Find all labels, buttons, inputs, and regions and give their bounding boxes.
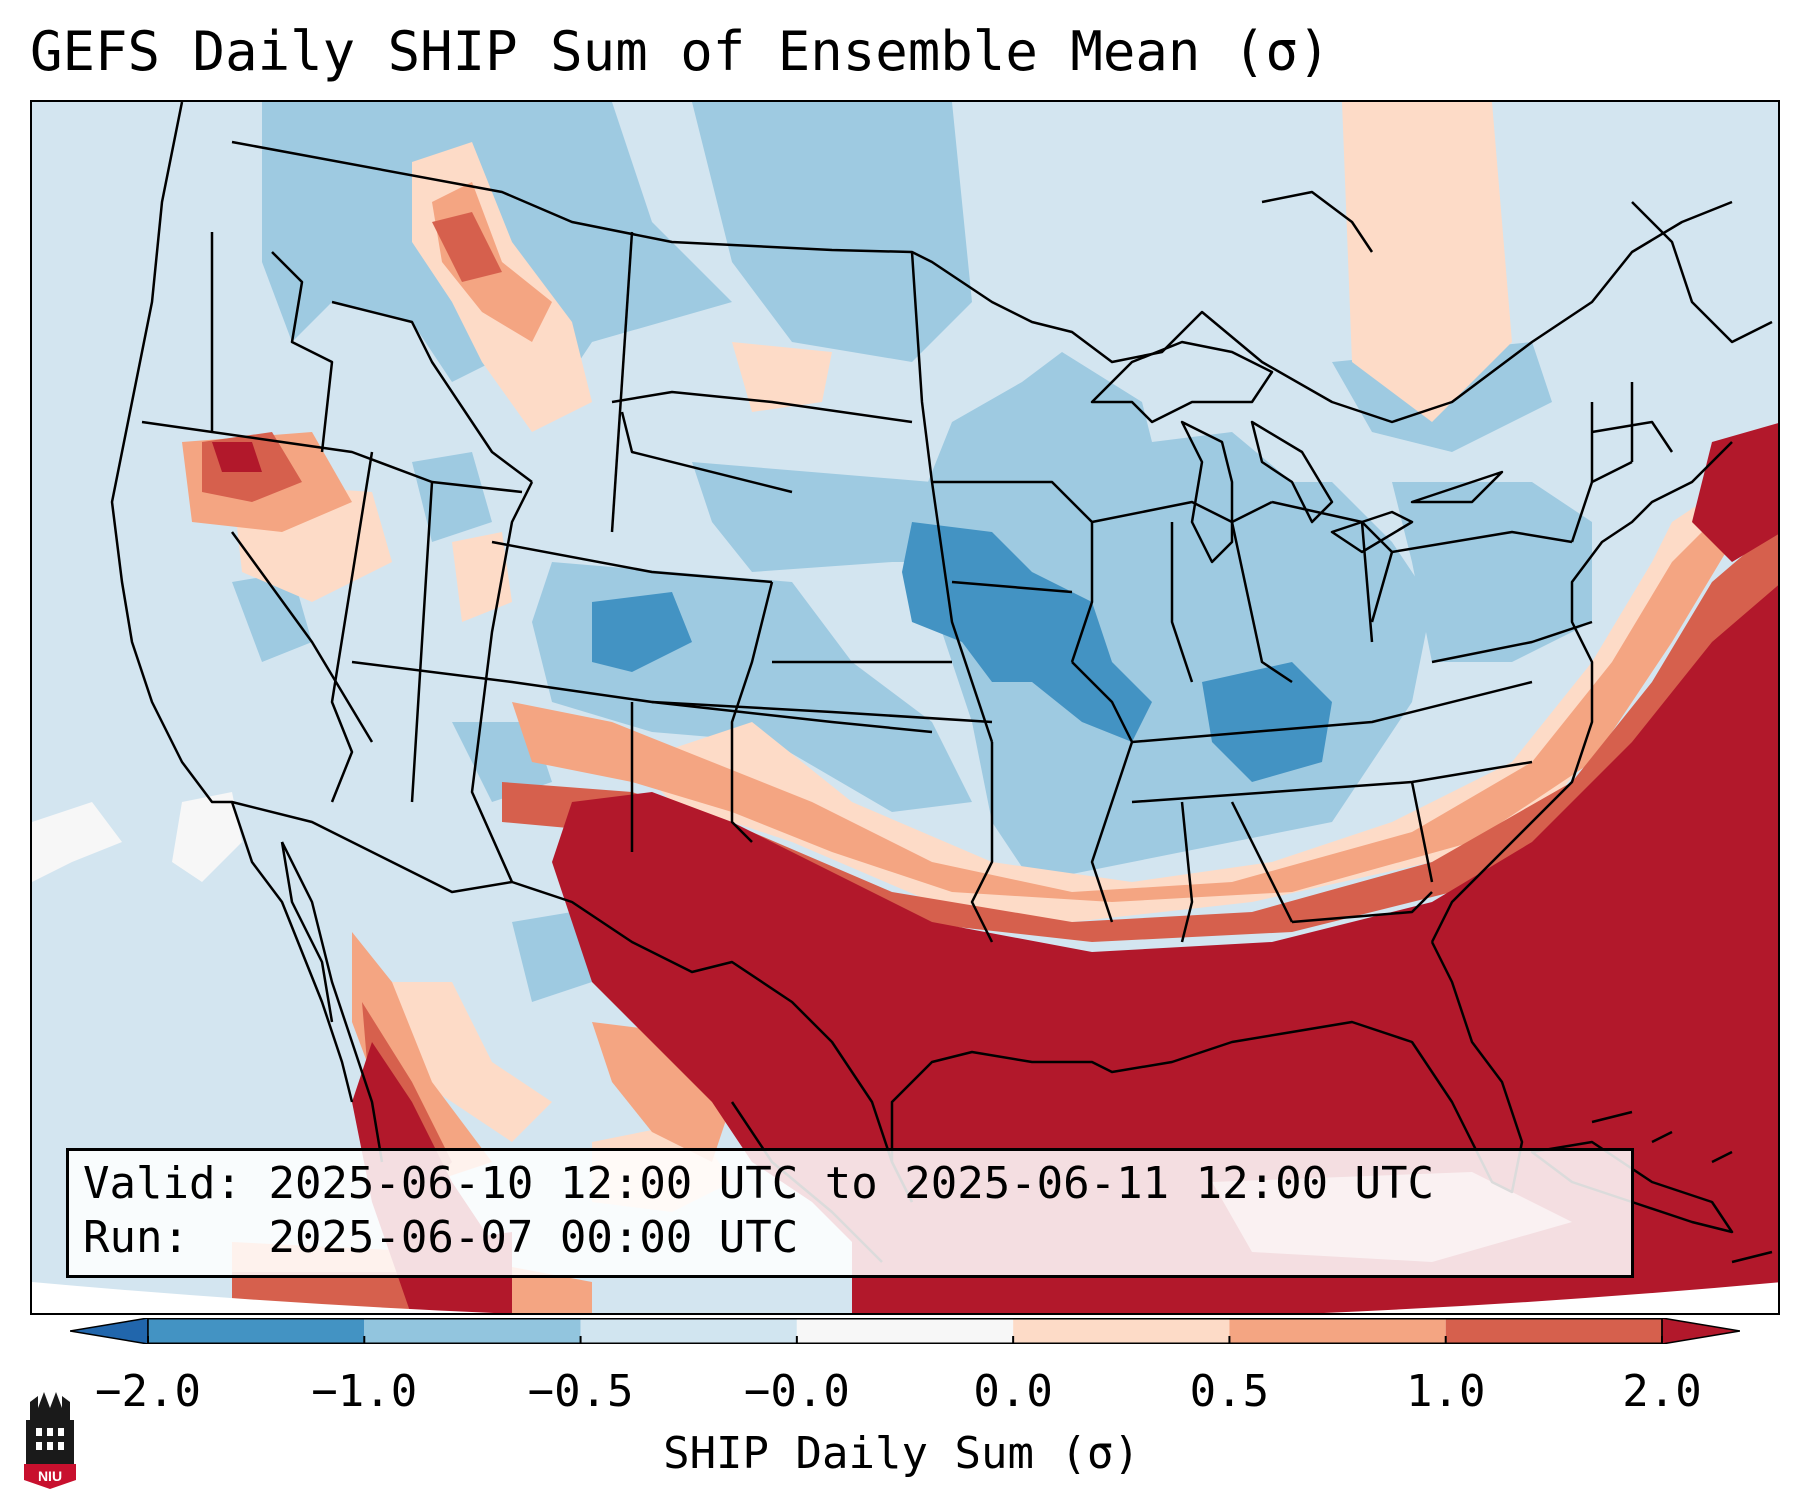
colorbar-outline [147, 1318, 1663, 1344]
colorbar-segment [796, 1318, 1014, 1344]
colorbar-tick-label: −0.0 [743, 1366, 850, 1417]
colorbar-extend-low [70, 1318, 149, 1344]
colorbar-tick-label: −0.5 [527, 1366, 634, 1417]
valid-value: 2025-06-10 12:00 UTC to 2025-06-11 12:00… [268, 1158, 1435, 1209]
anomaly-map [32, 102, 1778, 1313]
colorbar-segment [580, 1318, 797, 1344]
colorbar-segment [1445, 1318, 1662, 1344]
colorbar-extend-high [1661, 1318, 1740, 1344]
page-title: GEFS Daily SHIP Sum of Ensemble Mean (σ) [30, 20, 1331, 83]
colorbar-label: SHIP Daily Sum (σ) [663, 1428, 1140, 1479]
colorbar-tick-label: 2.0 [1622, 1366, 1702, 1417]
map-panel [30, 100, 1780, 1315]
projection-edge [32, 1282, 1778, 1313]
run-label: Run: [83, 1212, 189, 1263]
state-boundaries [141, 140, 1733, 1203]
run-value: 2025-06-07 00:00 UTC [268, 1212, 799, 1263]
colorbar [70, 1318, 1740, 1344]
colorbar-tick-label: 0.0 [973, 1366, 1053, 1417]
colorbar-tick-label: −1.0 [311, 1366, 418, 1417]
logo-shield-icon [24, 1464, 76, 1489]
colorbar-segment [1229, 1318, 1446, 1344]
colorbar-tick-label: −2.0 [95, 1366, 201, 1417]
colorbar-tick-label: 0.5 [1189, 1366, 1270, 1417]
info-box: Valid: 2025-06-10 12:00 UTC to 2025-06-1… [66, 1148, 1634, 1278]
strong-negative-regions [592, 522, 1707, 1302]
niu-logo: NIU [24, 1392, 76, 1489]
colorbar-segment [1013, 1318, 1230, 1344]
valid-label: Valid: [83, 1158, 242, 1209]
logo-text: NIU [38, 1468, 62, 1484]
colorbar-segment [364, 1318, 581, 1344]
colorbar-segment [148, 1318, 365, 1344]
colorbar-tick-label: 1.0 [1405, 1366, 1486, 1417]
